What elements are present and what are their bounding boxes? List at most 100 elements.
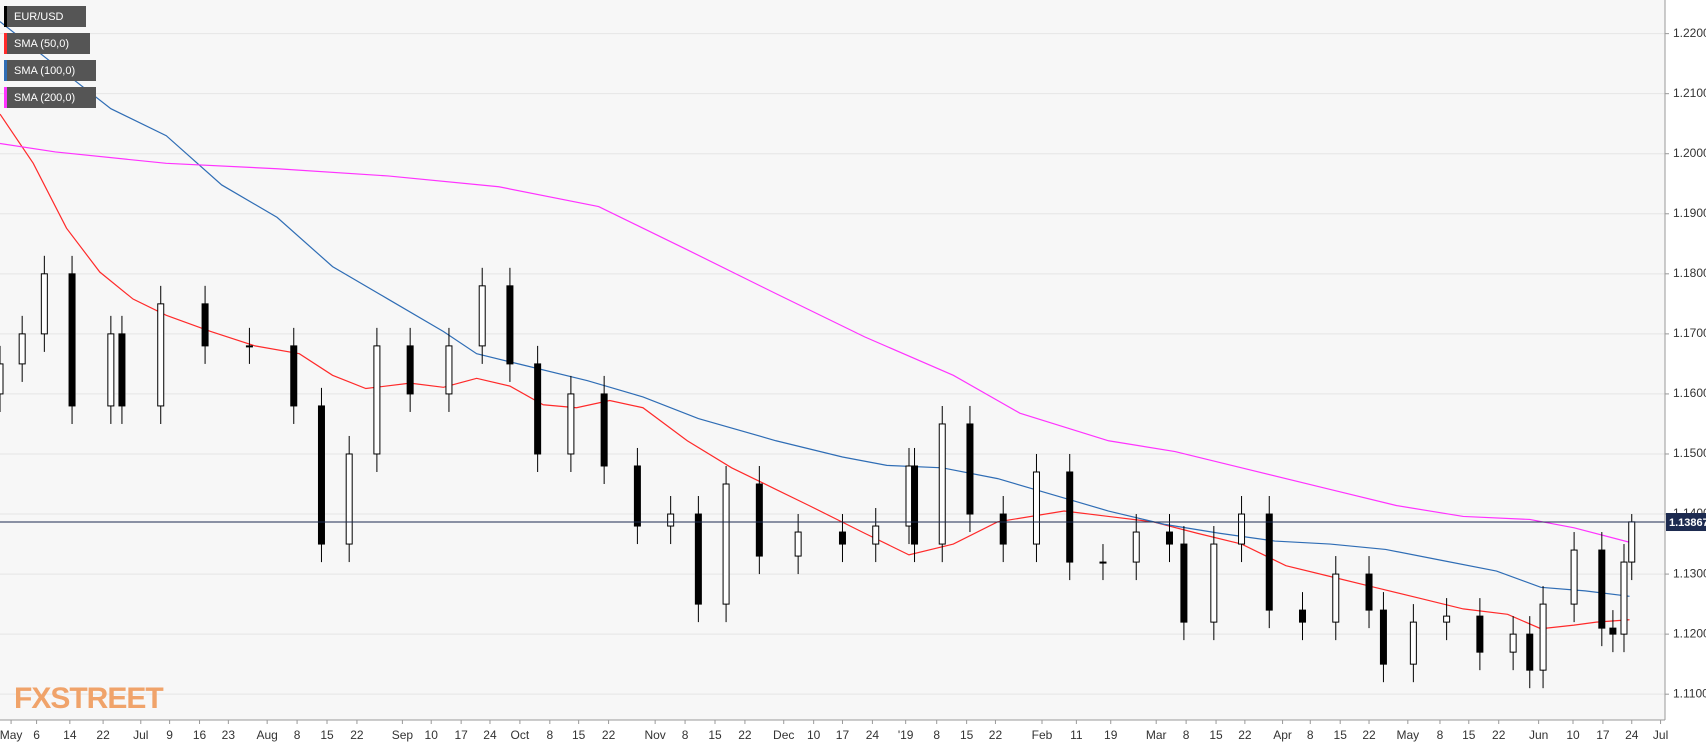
x-tick-label: 15 <box>708 728 722 742</box>
candle-body <box>1598 549 1606 629</box>
x-tick-label: 24 <box>483 728 497 742</box>
legend-label: SMA (50,0) <box>14 38 69 50</box>
sma-line <box>0 113 1630 630</box>
candle-body <box>872 525 880 545</box>
x-tick-label: 10 <box>807 728 821 742</box>
candle-body <box>1165 531 1173 545</box>
x-tick-label: 16 <box>193 728 207 742</box>
x-tick-label: 22 <box>989 728 1003 742</box>
x-tick-label: 22 <box>738 728 752 742</box>
marks <box>0 21 1665 689</box>
grid <box>0 33 1665 695</box>
x-tick-label: 8 <box>1437 728 1444 742</box>
sma-line <box>0 142 1630 543</box>
legend-label: SMA (100,0) <box>14 65 75 77</box>
candle-body <box>0 363 4 395</box>
candle-body <box>506 285 514 365</box>
x-tick-label: Apr <box>1273 728 1292 742</box>
candle-body <box>1526 633 1534 671</box>
candle-body <box>1509 633 1517 653</box>
candle-body <box>1609 627 1617 635</box>
watermark: FXSTREET <box>14 682 163 715</box>
x-tick-label: 22 <box>602 728 616 742</box>
candle-body <box>722 483 730 605</box>
x-tick-label: 15 <box>1462 728 1476 742</box>
candle-body <box>68 273 76 407</box>
legend-swatch <box>4 87 7 108</box>
candle-body <box>1032 471 1040 545</box>
candle-body <box>1099 561 1107 564</box>
x-tick-label: 22 <box>96 728 110 742</box>
candle-body <box>445 345 453 395</box>
legend-swatch <box>4 60 7 81</box>
x-tick-label: 8 <box>546 728 553 742</box>
x-tick-label: 15 <box>1209 728 1223 742</box>
x-tick-label: '19 <box>898 728 914 742</box>
candle-body <box>633 465 641 527</box>
candle-body <box>1409 621 1417 665</box>
candle-body <box>18 333 26 365</box>
candle-body <box>40 273 48 335</box>
sma-line <box>0 21 1630 597</box>
candle-body <box>1299 609 1307 623</box>
legend-box <box>4 60 96 81</box>
candle-body <box>478 285 486 347</box>
candle-body <box>317 405 325 545</box>
y-tick-label: 1.2200 <box>1673 26 1706 40</box>
x-tick-label: Jun <box>1529 728 1548 742</box>
candle-body <box>1539 603 1547 671</box>
y-tick-label: 1.1600 <box>1673 386 1706 400</box>
legend-label: SMA (200,0) <box>14 92 75 104</box>
x-tick-label: 22 <box>1362 728 1376 742</box>
x-tick-label: 8 <box>682 728 689 742</box>
candle-body <box>107 333 115 407</box>
x-tick-label: 17 <box>454 728 468 742</box>
candle-body <box>794 531 802 557</box>
candle-body <box>406 345 414 395</box>
candle-body <box>1379 609 1387 665</box>
y-tick-label: 1.2100 <box>1673 86 1706 100</box>
candle-body <box>290 345 298 407</box>
legend-label: EUR/USD <box>14 11 64 23</box>
y-tick-label: 1.1200 <box>1673 626 1706 640</box>
x-tick-label: 24 <box>1625 728 1639 742</box>
candle-body <box>345 453 353 545</box>
x-tick-label: May <box>1396 728 1419 742</box>
x-tick-label: Nov <box>644 728 665 742</box>
candle-body <box>999 513 1007 545</box>
x-tick-label: 15 <box>572 728 586 742</box>
x-tick-label: Aug <box>256 728 277 742</box>
x-tick-label: 8 <box>1183 728 1190 742</box>
x-tick-label: 8 <box>294 728 301 742</box>
candle-body <box>600 393 608 467</box>
x-tick-label: Jul <box>1653 728 1668 742</box>
x-tick-label: 9 <box>166 728 173 742</box>
legend-swatch <box>4 33 7 54</box>
candle-body <box>1628 521 1636 563</box>
candle-body <box>1238 513 1246 545</box>
candle-body <box>755 483 763 557</box>
candle-body <box>966 423 974 515</box>
y-tick-label: 1.1300 <box>1673 566 1706 580</box>
x-tick-label: 15 <box>1334 728 1348 742</box>
y-tick-label: 1.1100 <box>1673 686 1706 700</box>
axes: 1.11001.12001.13001.14001.15001.16001.17… <box>0 26 1706 742</box>
x-tick-label: 22 <box>1238 728 1252 742</box>
x-tick-label: Jul <box>133 728 148 742</box>
x-tick-label: 6 <box>33 728 40 742</box>
x-tick-label: 15 <box>960 728 974 742</box>
candle-body <box>201 303 209 347</box>
x-tick-label: 23 <box>222 728 236 742</box>
candle-body <box>245 345 253 348</box>
y-tick-label: 1.1700 <box>1673 326 1706 340</box>
legend-box <box>4 33 90 54</box>
x-tick-label: 11 <box>1070 728 1083 742</box>
last-price-label: 1.13867 <box>1669 517 1706 529</box>
candle-body <box>1332 573 1340 623</box>
legend: EUR/USD SMA (50,0) SMA (100,0) SMA (200,0) <box>4 6 96 108</box>
x-tick-label: 8 <box>933 728 940 742</box>
candle-body <box>157 303 165 407</box>
x-tick-label: 24 <box>866 728 880 742</box>
candle-body <box>1570 549 1578 605</box>
